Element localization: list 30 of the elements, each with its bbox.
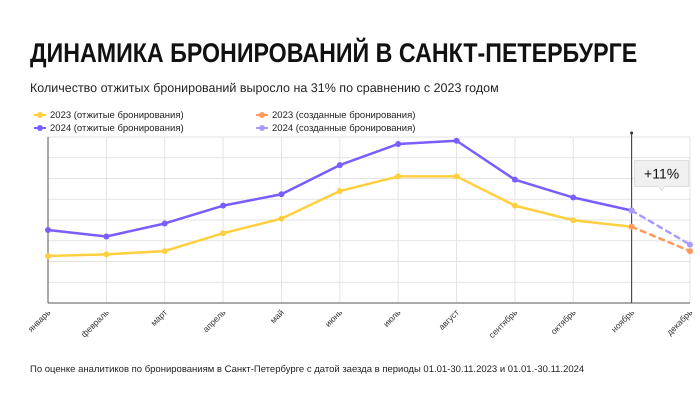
point xyxy=(512,176,518,183)
legend-label: 2023 (отжитые бронирования) xyxy=(50,110,184,121)
point xyxy=(454,173,460,180)
point xyxy=(103,233,110,240)
chart-subtitle: Количество отжитых бронирований выросло на 31% по сравнению с 2023 годом xyxy=(30,81,499,95)
point xyxy=(454,138,460,144)
annotation: +11% xyxy=(644,166,680,182)
point xyxy=(512,202,518,209)
point xyxy=(162,220,168,226)
point xyxy=(162,248,168,254)
point xyxy=(220,230,226,236)
point xyxy=(687,248,693,254)
legend-label: 2024 (отжитые бронирования) xyxy=(50,123,184,134)
point xyxy=(278,191,284,198)
point xyxy=(395,140,402,147)
chart-title: ДИНАМИКА БРОНИРОВАНИЙ В САНКТ-ПЕТЕРБУРГЕ xyxy=(30,37,638,68)
point xyxy=(687,242,693,248)
point xyxy=(570,194,576,201)
point xyxy=(570,217,576,224)
legend-label: 2024 (созданные бронирования) xyxy=(272,123,416,134)
point xyxy=(103,251,110,258)
point xyxy=(278,216,284,222)
point xyxy=(45,226,51,233)
legend-label: 2023 (созданные бронирования) xyxy=(272,110,416,121)
point xyxy=(220,202,226,209)
text: По оценке аналитиков по бронированиям в Санкт-Петербурге с датой заезда в периоды 01.01-30.11.2023 и 01.01.-30.11.2024 xyxy=(30,364,584,375)
point xyxy=(336,188,343,194)
point xyxy=(395,173,402,180)
point xyxy=(45,252,51,259)
point xyxy=(336,162,343,168)
